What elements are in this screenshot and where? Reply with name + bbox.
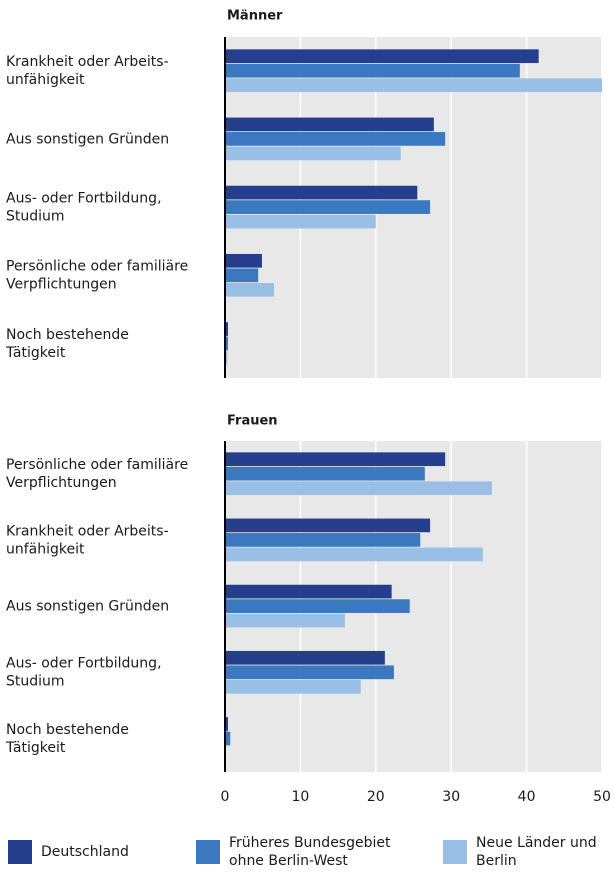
bar <box>225 665 394 680</box>
legend-label: Früheres Bundesgebiet ohne Berlin-West <box>229 835 391 869</box>
bar <box>225 336 229 351</box>
category-label: Persönliche oder familiäre Verpflichtunge… <box>6 457 188 491</box>
category-label: Krankheit oder Arbeits-unfähigkeit <box>6 54 169 88</box>
x-tick-label: 0 <box>221 789 230 805</box>
bar <box>225 63 520 78</box>
bar <box>225 351 228 365</box>
category-label: Persönliche oder familiäre Verpflichtunge… <box>6 259 188 293</box>
category-label: Aus- oder Fortbildung, Studium <box>6 191 162 225</box>
bar <box>225 253 262 268</box>
bar <box>225 533 421 547</box>
legend-label: Deutschland <box>41 844 129 860</box>
legend-swatch <box>443 840 467 864</box>
x-tick-label: 10 <box>291 789 309 805</box>
bar <box>225 214 376 229</box>
category-label: Noch bestehende Tätigkeit <box>5 722 129 756</box>
legend-swatch <box>8 840 32 864</box>
bar <box>225 584 392 599</box>
bar <box>225 78 602 93</box>
bar <box>225 599 410 613</box>
bar <box>225 146 401 161</box>
bar <box>225 322 229 336</box>
bar <box>225 132 446 146</box>
bar <box>225 452 446 467</box>
category-label: Aus sonstigen Gründen <box>6 599 169 615</box>
chart-title: Frauen <box>227 414 278 429</box>
bar <box>225 185 418 200</box>
bar <box>225 731 231 746</box>
x-tick-label: 30 <box>442 789 460 805</box>
category-label: Aus sonstigen Gründen <box>6 131 169 147</box>
bar <box>225 518 431 533</box>
chart-title: Männer <box>227 9 283 24</box>
bar <box>225 650 385 665</box>
category-label: Aus- oder Fortbildung, Studium <box>6 656 162 690</box>
category-label: Noch bestehende Tätigkeit <box>5 327 129 361</box>
bar <box>225 49 539 64</box>
legend-label: Neue Länder und Berlin <box>476 835 597 869</box>
x-tick-label: 20 <box>367 789 385 805</box>
x-tick-label: 40 <box>518 789 536 805</box>
bar <box>225 481 492 496</box>
category-label: Krankheit oder Arbeits-unfähigkeit <box>6 523 169 557</box>
bar <box>225 613 345 628</box>
bar <box>225 717 229 731</box>
bar <box>225 117 434 132</box>
x-tick-label: 50 <box>593 789 611 805</box>
bar <box>225 268 259 283</box>
bar <box>225 200 431 214</box>
legend-swatch <box>196 840 220 864</box>
bar <box>225 466 425 481</box>
bar <box>225 547 483 562</box>
bar <box>225 282 275 297</box>
bar <box>225 679 361 694</box>
